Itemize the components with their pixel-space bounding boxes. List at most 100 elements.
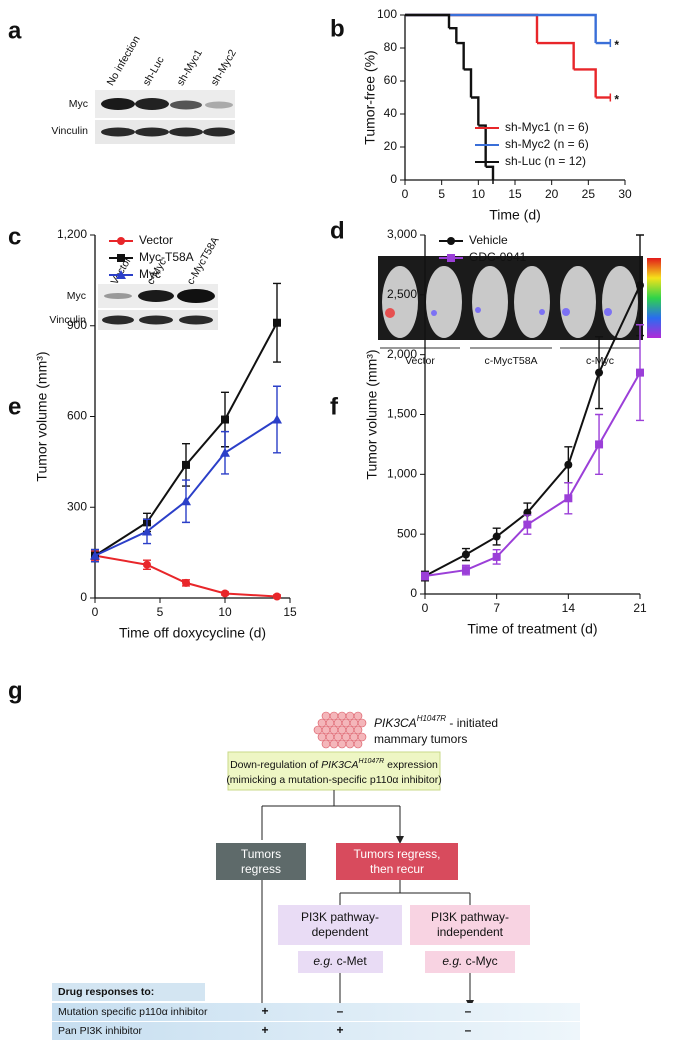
marker <box>523 520 532 529</box>
survival-step <box>463 68 473 98</box>
annotation: * <box>614 93 619 107</box>
lane-label: No infection <box>105 34 143 88</box>
marker <box>564 460 573 469</box>
legend-marker <box>116 270 126 279</box>
legend-label: sh-Luc (n = 12) <box>505 154 586 168</box>
response: – <box>465 1004 472 1018</box>
y-tick-label: 20 <box>384 139 398 153</box>
x-tick-label: 0 <box>92 605 99 619</box>
regress-text: regress <box>241 862 281 876</box>
recur-text: then recur <box>370 862 424 876</box>
x-tick-label: 5 <box>157 605 164 619</box>
table-row <box>52 1003 580 1021</box>
table-header: Drug responses to: <box>58 986 154 998</box>
band <box>138 290 174 302</box>
cell <box>345 739 355 749</box>
survival-step <box>449 27 458 44</box>
y-tick-label: 500 <box>397 526 417 540</box>
independent-box <box>410 905 530 945</box>
survival-step <box>405 13 597 44</box>
marker <box>221 415 229 424</box>
band <box>170 100 202 110</box>
marker <box>461 566 470 575</box>
annotation: * <box>614 38 619 52</box>
y-tick-label: 600 <box>67 409 87 423</box>
row-label: Myc <box>67 290 86 302</box>
y-axis-label: Tumor volume (mm³) <box>34 351 50 481</box>
connector <box>261 790 401 840</box>
independent-text: independent <box>437 925 504 939</box>
marker <box>636 281 644 290</box>
group-label: c-MycT58A <box>484 355 537 367</box>
x-tick-label: 5 <box>438 187 445 201</box>
band <box>135 127 169 137</box>
cell <box>345 725 355 735</box>
row-label: Pan PI3K inhibitor <box>58 1025 143 1037</box>
lane-label: sh-Luc <box>141 55 167 88</box>
blot-a: No infection sh-Luc sh-Myc1 sh-Myc2 Myc … <box>51 34 239 144</box>
lane-label: sh-Myc2 <box>209 47 239 87</box>
regress-box <box>216 843 306 880</box>
legend-label: Vector <box>139 233 173 247</box>
group-label: c-Myc <box>586 355 614 367</box>
dependent-text: PI3K pathway- <box>301 910 379 924</box>
marker <box>564 494 573 503</box>
cell <box>349 732 359 742</box>
arrow <box>261 832 400 840</box>
legend-label: sh-Myc2 (n = 6) <box>505 137 589 151</box>
legend-label: GDC-0941 <box>469 250 527 264</box>
cell <box>357 732 367 742</box>
band <box>102 315 134 325</box>
marker <box>181 496 191 506</box>
band <box>101 127 135 137</box>
legend-marker <box>117 237 125 245</box>
survival-step <box>537 41 575 70</box>
connector <box>339 880 471 905</box>
panel-label: g <box>8 677 23 704</box>
legend-label: sh-Myc1 (n = 6) <box>505 120 589 134</box>
imaging-panel: Vector c-MycT58A c-Myc <box>378 256 661 367</box>
band <box>139 315 173 325</box>
marker <box>90 550 100 560</box>
cell <box>341 732 351 742</box>
color-bar <box>647 258 661 338</box>
image-background <box>378 256 643 340</box>
x-tick-label: 7 <box>493 601 500 615</box>
cell <box>321 711 331 721</box>
regress-text: Tumors <box>241 847 281 861</box>
x-tick-label: 10 <box>218 605 232 619</box>
x-axis-label: Time of treatment (d) <box>467 621 597 637</box>
x-axis-label: Time off doxycycline (d) <box>119 625 266 641</box>
panel-label: e <box>8 393 21 420</box>
cell <box>341 718 351 728</box>
marker <box>142 526 152 536</box>
marker <box>221 589 229 598</box>
cell <box>337 725 347 735</box>
marker <box>421 572 429 581</box>
x-tick-label: 20 <box>545 187 559 201</box>
x-axis-label: Time (d) <box>489 207 541 223</box>
series-line <box>94 554 278 598</box>
cell <box>317 718 327 728</box>
survival-step <box>478 124 487 167</box>
x-tick-label: 30 <box>618 187 632 201</box>
y-tick-label: 2,500 <box>387 287 417 301</box>
y-axis-label: Tumor volume (mm³) <box>364 349 380 479</box>
step-text: (mimicking a mutation-specific p110α inh… <box>226 774 441 786</box>
marker <box>220 447 230 457</box>
arrow <box>261 880 470 1004</box>
survival-step <box>456 41 465 70</box>
panel-label: a <box>8 17 22 44</box>
marker <box>182 460 190 469</box>
cell <box>345 711 355 721</box>
independent-text: PI3K pathway- <box>431 910 509 924</box>
x-tick-label: 0 <box>422 601 429 615</box>
marker <box>492 532 501 541</box>
response: – <box>337 1004 344 1018</box>
row-label: Myc <box>69 98 88 110</box>
band <box>135 98 169 110</box>
band <box>205 101 233 109</box>
y-tick-label: 0 <box>390 172 397 186</box>
row-label: Vinculin <box>51 125 88 137</box>
survival-step <box>405 13 451 29</box>
